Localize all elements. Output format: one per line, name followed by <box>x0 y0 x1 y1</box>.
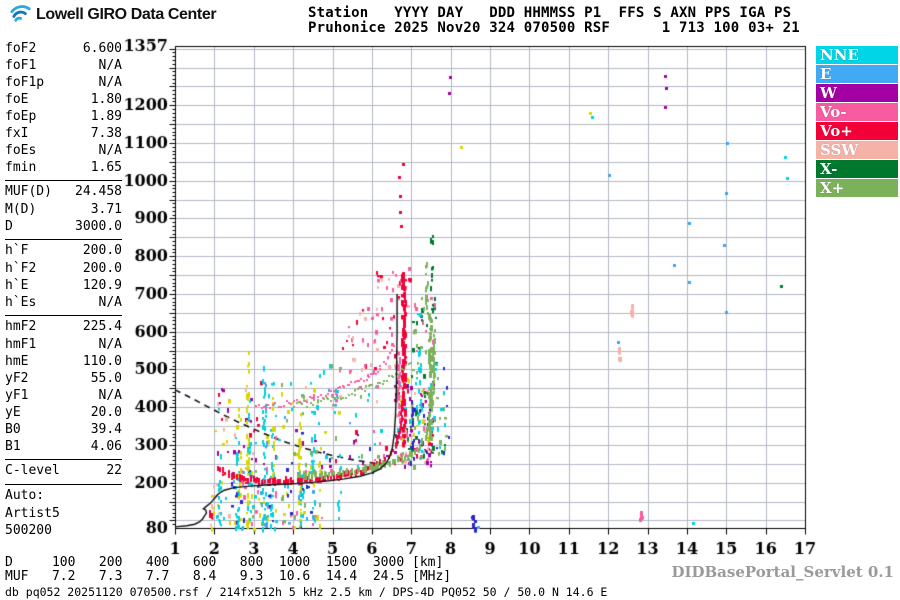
legend-item-w: W <box>816 84 898 102</box>
param-label: hmE <box>5 354 29 369</box>
distance-row: D 100 200 400 600 800 1000 1500 3000 [km… <box>5 555 444 570</box>
param-label: h`Es <box>5 295 37 310</box>
param-row-yf2: yF2 55.0 <box>5 370 122 387</box>
param-row-fof2: foF2 6.600 <box>5 40 122 57</box>
param-value: 24.458 <box>75 184 122 199</box>
legend-item-e: E <box>816 65 898 83</box>
station-header: Station YYYY DAY DDD HHMMSS P1 FFS S AXN… <box>308 6 800 36</box>
giro-logo-icon <box>10 5 31 22</box>
legend-item-vo: Vo+ <box>816 122 898 140</box>
param-row-fxi: fxI 7.38 <box>5 125 122 142</box>
param-label: B1 <box>5 439 21 454</box>
legend-item-x: X+ <box>816 179 898 197</box>
param-label: yF2 <box>5 371 29 386</box>
param-row-d: D 3000.0 <box>5 218 122 235</box>
param-value: 200.0 <box>82 261 122 276</box>
param-row-foes: foEs N/A <box>5 142 122 159</box>
param-label: h`F2 <box>5 261 37 276</box>
param-row-b0: B0 39.4 <box>5 421 122 438</box>
param-label: foF2 <box>5 41 37 56</box>
param-value: 39.4 <box>90 422 122 437</box>
param-row-b1: B1 4.06 <box>5 438 122 455</box>
brand-title: Lowell GIRO Data Center <box>36 6 217 23</box>
param-value: 200.0 <box>82 243 122 258</box>
legend-item-vo: Vo- <box>816 103 898 121</box>
param-value: N/A <box>98 143 122 158</box>
param-label: hmF2 <box>5 319 37 334</box>
param-label: C-level <box>5 463 60 478</box>
param-row-hmf2: hmF2 225.4 <box>5 315 122 336</box>
param-label: foEp <box>5 109 37 124</box>
param-value: 120.9 <box>82 278 122 293</box>
param-row-md: M(D) 3.71 <box>5 201 122 218</box>
station-header-row: Station YYYY DAY DDD HHMMSS P1 FFS S AXN… <box>308 5 792 21</box>
param-row-he: h`E 120.9 <box>5 277 122 294</box>
param-label: fxI <box>5 126 29 141</box>
param-label: 500200 <box>5 523 52 538</box>
param-label: fmin <box>5 160 37 175</box>
param-label: foF1 <box>5 58 37 73</box>
param-value: N/A <box>98 295 122 310</box>
measurement-status-line: db pq052 20251120 070500.rsf / 214fx512h… <box>5 585 608 599</box>
param-value: 4.06 <box>90 439 122 454</box>
param-row-yf1: yF1 N/A <box>5 387 122 404</box>
legend-item-nne: NNE <box>816 46 898 64</box>
param-row-hf2: h`F2 200.0 <box>5 260 122 277</box>
station-values-row: Pruhonice 2025 Nov20 324 070500 RSF 1 71… <box>308 20 800 36</box>
param-label: foF1p <box>5 75 45 90</box>
param-row-fof1: foF1 N/A <box>5 57 122 74</box>
param-value: 3000.0 <box>75 219 122 234</box>
param-label: h`E <box>5 278 29 293</box>
param-label: MUF(D) <box>5 184 52 199</box>
param-value: 6.600 <box>82 41 122 56</box>
param-row-500200: 500200 <box>5 522 122 539</box>
param-value: N/A <box>98 388 122 403</box>
param-row-foe: foE 1.80 <box>5 91 122 108</box>
param-row-mufd: MUF(D) 24.458 <box>5 180 122 201</box>
param-value: N/A <box>98 58 122 73</box>
param-value: 22 <box>106 463 122 478</box>
param-row-hmf1: hmF1 N/A <box>5 336 122 353</box>
param-label: M(D) <box>5 202 37 217</box>
param-row-hme: hmE 110.0 <box>5 353 122 370</box>
param-row-hes: h`Es N/A <box>5 294 122 311</box>
param-row-fof1p: foF1p N/A <box>5 74 122 91</box>
servlet-version-label: DIDBasePortal_Servlet 0.1 <box>671 563 894 581</box>
param-label: h`F <box>5 243 29 258</box>
param-value: 1.89 <box>90 109 122 124</box>
legend-item-ssw: SSW <box>816 141 898 159</box>
param-value: 225.4 <box>82 319 122 334</box>
param-row-ye: yE 20.0 <box>5 404 122 421</box>
param-row-hf: h`F 200.0 <box>5 239 122 260</box>
param-label: foEs <box>5 143 37 158</box>
param-value: 20.0 <box>90 405 122 420</box>
param-label: hmF1 <box>5 337 37 352</box>
param-row-clevel: C-level 22 <box>5 459 122 480</box>
param-label: D <box>5 219 13 234</box>
param-row-foep: foEp 1.89 <box>5 108 122 125</box>
param-value: 110.0 <box>82 354 122 369</box>
param-row-fmin: fmin 1.65 <box>5 159 122 176</box>
param-label: Artist5 <box>5 506 60 521</box>
param-value: 1.65 <box>90 160 122 175</box>
param-value: N/A <box>98 337 122 352</box>
param-value: N/A <box>98 75 122 90</box>
param-label: B0 <box>5 422 21 437</box>
legend-item-x: X- <box>816 160 898 178</box>
scaled-parameters-panel: foF2 6.600 foF1 N/A foF1p N/A foE 1.80 foEp 1.89 f… <box>5 40 122 539</box>
param-row-auto: Auto: <box>5 484 122 505</box>
param-label: Auto: <box>5 488 45 503</box>
param-label: foE <box>5 92 29 107</box>
param-label: yF1 <box>5 388 29 403</box>
echo-direction-legend: NNE E W Vo- Vo+ SSW X- X+ <box>816 46 898 198</box>
muf-row: MUF 7.2 7.3 7.7 8.4 9.3 10.6 14.4 24.5 [… <box>5 569 452 584</box>
param-value: 3.71 <box>90 202 122 217</box>
param-value: 7.38 <box>90 126 122 141</box>
param-value: 55.0 <box>90 371 122 386</box>
param-label: yE <box>5 405 21 420</box>
param-value: 1.80 <box>90 92 122 107</box>
param-row-artist5: Artist5 <box>5 505 122 522</box>
